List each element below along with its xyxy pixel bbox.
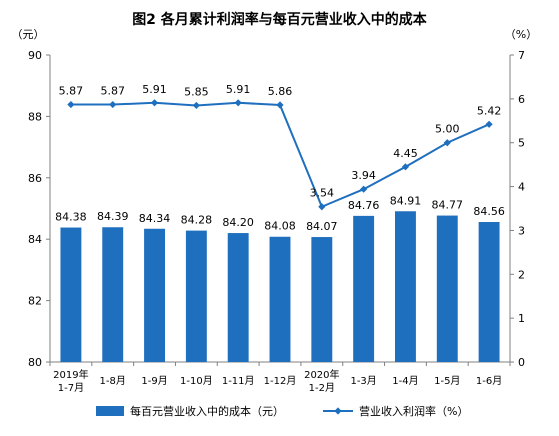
- bar-data-label: 84.39: [97, 210, 129, 223]
- x-tick-label: 1-12月: [264, 375, 297, 387]
- right-tick-label: 6: [518, 93, 525, 106]
- line-point: [234, 99, 242, 107]
- left-tick-label: 82: [28, 295, 42, 308]
- line-data-label: 5.85: [184, 85, 209, 98]
- bar-data-label: 84.91: [390, 194, 422, 207]
- bar-data-label: 84.34: [139, 212, 171, 225]
- bar: [436, 215, 458, 362]
- left-tick-label: 84: [28, 233, 42, 246]
- bar: [60, 227, 82, 362]
- right-tick-label: 2: [518, 268, 525, 281]
- bar: [395, 211, 416, 362]
- bar-data-label: 84.56: [473, 205, 505, 218]
- x-tick-label: 1-9月: [141, 375, 167, 387]
- left-tick-label: 80: [28, 356, 42, 369]
- bar-data-label: 84.07: [306, 220, 338, 233]
- line-point: [150, 99, 159, 107]
- line-data-label: 4.45: [393, 147, 418, 160]
- line-point: [401, 163, 410, 171]
- bar-data-label: 84.28: [181, 214, 213, 227]
- line-data-label: 3.54: [310, 187, 335, 200]
- right-tick-label: 7: [518, 49, 525, 62]
- line-point: [318, 203, 326, 211]
- x-tick-label: 1-8月: [100, 375, 126, 387]
- bar: [478, 222, 500, 362]
- x-tick-label: 1-2月: [309, 382, 335, 394]
- line-point: [485, 120, 493, 128]
- line-data-label: 5.91: [142, 83, 167, 96]
- bar: [269, 236, 291, 362]
- bar: [227, 233, 249, 362]
- left-axis-unit: （元）: [12, 28, 45, 41]
- line-point: [67, 100, 75, 109]
- x-tick-label: 1-7月: [58, 382, 84, 394]
- legend-line-label: 营业收入利润率（%）: [359, 404, 468, 418]
- legend: 每百元营业收入中的成本（元） 营业收入利润率（%）: [96, 404, 468, 418]
- bar-series: 84.38 84.39 84.34 84.28 84.20 84.08 84.07 84.76…: [55, 194, 505, 362]
- line-data-label: 3.94: [351, 169, 376, 182]
- x-tick-label: 1-3月: [350, 375, 376, 387]
- left-tick-label: 90: [28, 49, 42, 62]
- right-axis-unit: （%）: [505, 28, 537, 41]
- line-point: [192, 101, 200, 110]
- line-point: [443, 139, 451, 147]
- line-data-label: 5.91: [226, 83, 251, 96]
- right-tick-label: 3: [518, 224, 525, 237]
- line-data-label: 5.00: [435, 123, 460, 136]
- x-tick-label: 1-11月: [222, 375, 255, 387]
- bar: [102, 227, 124, 362]
- legend-line-marker: [334, 407, 342, 415]
- bar-data-label: 84.20: [222, 216, 254, 229]
- left-tick-label: 86: [28, 172, 42, 185]
- bar-data-label: 84.77: [432, 199, 464, 212]
- line-series: 5.87 5.87 5.91 5.85 5.91 5.86 3.54 3.94 4.45 5.00…: [59, 83, 502, 211]
- x-tick-label: 2019年: [53, 368, 88, 381]
- right-tick-label: 5: [518, 137, 525, 150]
- bar: [185, 230, 207, 362]
- legend-bar-label: 每百元营业收入中的成本（元）: [130, 404, 284, 418]
- x-tick-label: 1-10月: [180, 375, 213, 387]
- x-tick-label: 2020年: [304, 368, 339, 381]
- line-point: [109, 100, 117, 109]
- right-tick-label: 1: [518, 312, 525, 325]
- bar-data-label: 84.08: [264, 220, 296, 233]
- line-data-label: 5.86: [268, 85, 293, 98]
- line-data-label: 5.87: [100, 85, 125, 98]
- right-tick-label: 4: [518, 181, 525, 194]
- x-tick-label: 1-5月: [434, 375, 460, 387]
- bar: [144, 228, 165, 362]
- bar: [353, 215, 375, 362]
- x-tick-label: 1-6月: [476, 375, 502, 387]
- bar-data-label: 84.38: [55, 211, 87, 224]
- bar: [311, 237, 333, 362]
- line-point: [276, 101, 284, 109]
- right-tick-label: 0: [518, 356, 525, 369]
- legend-bar-swatch: [96, 406, 124, 416]
- x-tick-label: 1-4月: [392, 375, 418, 387]
- line-point: [360, 185, 368, 193]
- chart-title: 图2 各月累计利润率与每百元营业收入中的成本: [132, 11, 428, 28]
- bar-data-label: 84.76: [348, 199, 380, 212]
- left-tick-label: 88: [28, 110, 42, 123]
- line-data-label: 5.42: [477, 104, 502, 117]
- line-data-label: 5.87: [59, 85, 84, 98]
